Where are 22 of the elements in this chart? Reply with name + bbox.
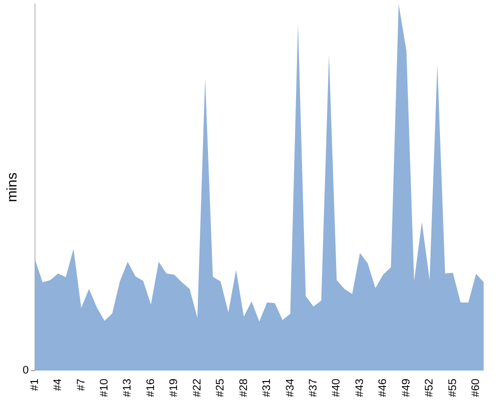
x-tick-label: #25 bbox=[214, 378, 227, 398]
x-tick-label: #4 bbox=[52, 378, 64, 391]
y-axis-title: mins bbox=[3, 172, 20, 202]
x-tick-label: #34 bbox=[284, 378, 296, 398]
x-tick-label: #37 bbox=[308, 378, 320, 398]
x-tick-label: #55 bbox=[446, 378, 459, 398]
x-tick-label: #31 bbox=[261, 378, 274, 398]
x-tick-label: #46 bbox=[377, 378, 390, 398]
x-tick-label: #60 bbox=[470, 378, 482, 398]
x-tick-label: #19 bbox=[168, 378, 180, 398]
x-tick-label: #7 bbox=[75, 378, 88, 391]
x-tick-label: #13 bbox=[122, 378, 134, 398]
text: 0 bbox=[22, 364, 29, 377]
x-tick-label: #22 bbox=[191, 378, 204, 398]
x-tick-label: #16 bbox=[144, 378, 157, 398]
x-tick-label: #52 bbox=[424, 378, 436, 398]
x-tick-label: #49 bbox=[400, 378, 412, 398]
x-tick-label: #10 bbox=[98, 378, 111, 398]
x-tick-label: #1 bbox=[28, 378, 41, 391]
x-tick-label: #28 bbox=[238, 378, 250, 398]
x-tick-label: #43 bbox=[354, 378, 366, 398]
x-tick-label: #40 bbox=[330, 378, 343, 398]
